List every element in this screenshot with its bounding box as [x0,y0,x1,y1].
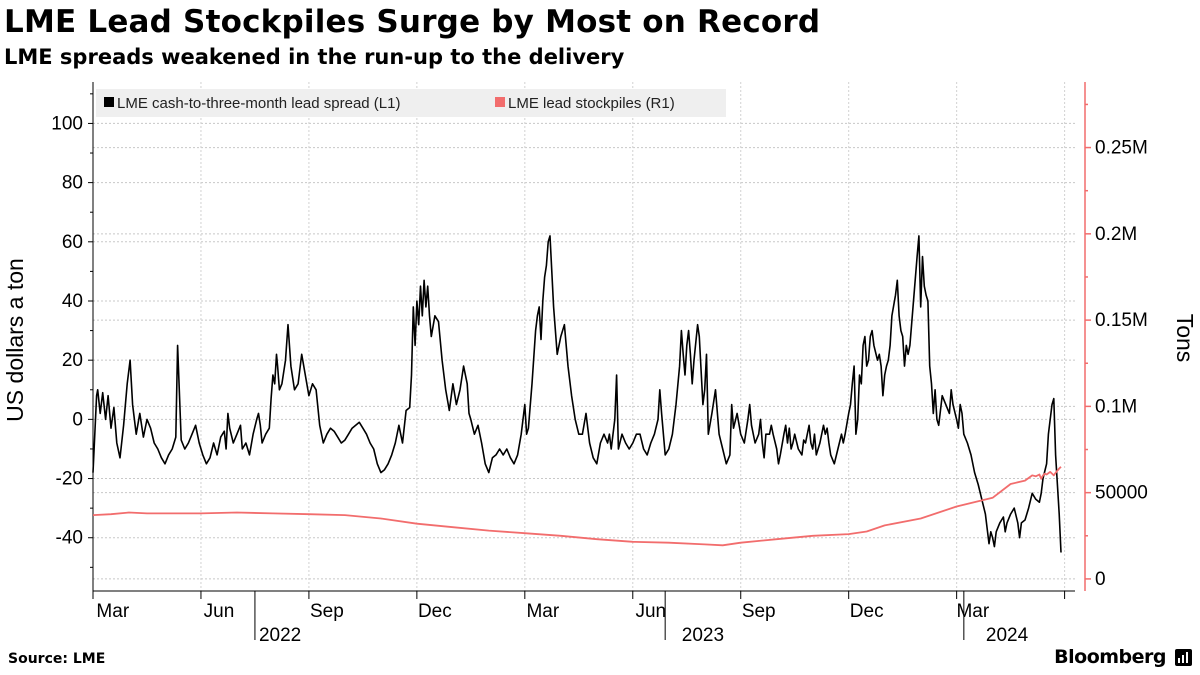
legend: LME cash-to-three-month lead spread (L1)… [96,89,726,117]
right-tick-label: 50000 [1095,483,1148,504]
legend-box [96,89,726,117]
left-tick-label: -20 [56,469,83,490]
x-month-label: Dec [418,601,452,622]
x-month-label: Dec [850,601,884,622]
series-lines [92,235,1062,553]
legend-label-2: LME lead stockpiles (R1) [508,95,675,112]
legend-label-1: LME cash-to-three-month lead spread (L1) [117,95,400,112]
lead-spread-line [92,235,1062,553]
left-tick-label: 0 [72,409,83,430]
x-month-label: Mar [96,601,129,622]
left-tick-label: -40 [56,528,83,549]
axes: 100 80 60 40 20 0 -20 -40 US dollars a ton 0.25M 0… [2,82,1198,646]
bloomberg-terminal-icon [1175,649,1192,666]
x-month-label: Sep [310,601,344,622]
x-month-label: Jun [204,601,235,622]
chart-title: LME Lead Stockpiles Surge by Most on Rec… [4,4,821,40]
left-tick-label: 100 [51,113,83,134]
gridlines [93,82,1075,591]
x-year-label: 2024 [986,625,1029,646]
right-tick-label: 0.25M [1095,138,1148,159]
left-tick-label: 20 [62,350,83,371]
legend-swatch-1 [104,97,114,107]
x-month-label: Mar [956,601,989,622]
x-year-label: 2023 [682,625,724,646]
x-year-label: 2022 [259,625,301,646]
legend-swatch-2 [495,97,505,107]
left-tick-label: 80 [62,173,83,194]
left-tick-label: 60 [62,232,83,253]
x-month-label: Jun [635,601,666,622]
x-month-label: Sep [742,601,776,622]
bloomberg-logo: Bloomberg [1054,646,1166,668]
right-axis-title: Tons [1172,314,1198,363]
right-tick-label: 0.1M [1095,396,1137,417]
chart-subtitle: LME spreads weakened in the run-up to th… [4,45,625,69]
left-tick-label: 40 [62,291,83,312]
right-tick-label: 0.15M [1095,310,1148,331]
lead-stockpiles-line [92,466,1062,547]
right-tick-label: 0.2M [1095,224,1137,245]
left-axis-title: US dollars a ton [2,258,28,422]
right-tick-label: 0 [1095,569,1106,590]
x-month-label: Mar [526,601,559,622]
source-note: Source: LME [8,651,106,667]
